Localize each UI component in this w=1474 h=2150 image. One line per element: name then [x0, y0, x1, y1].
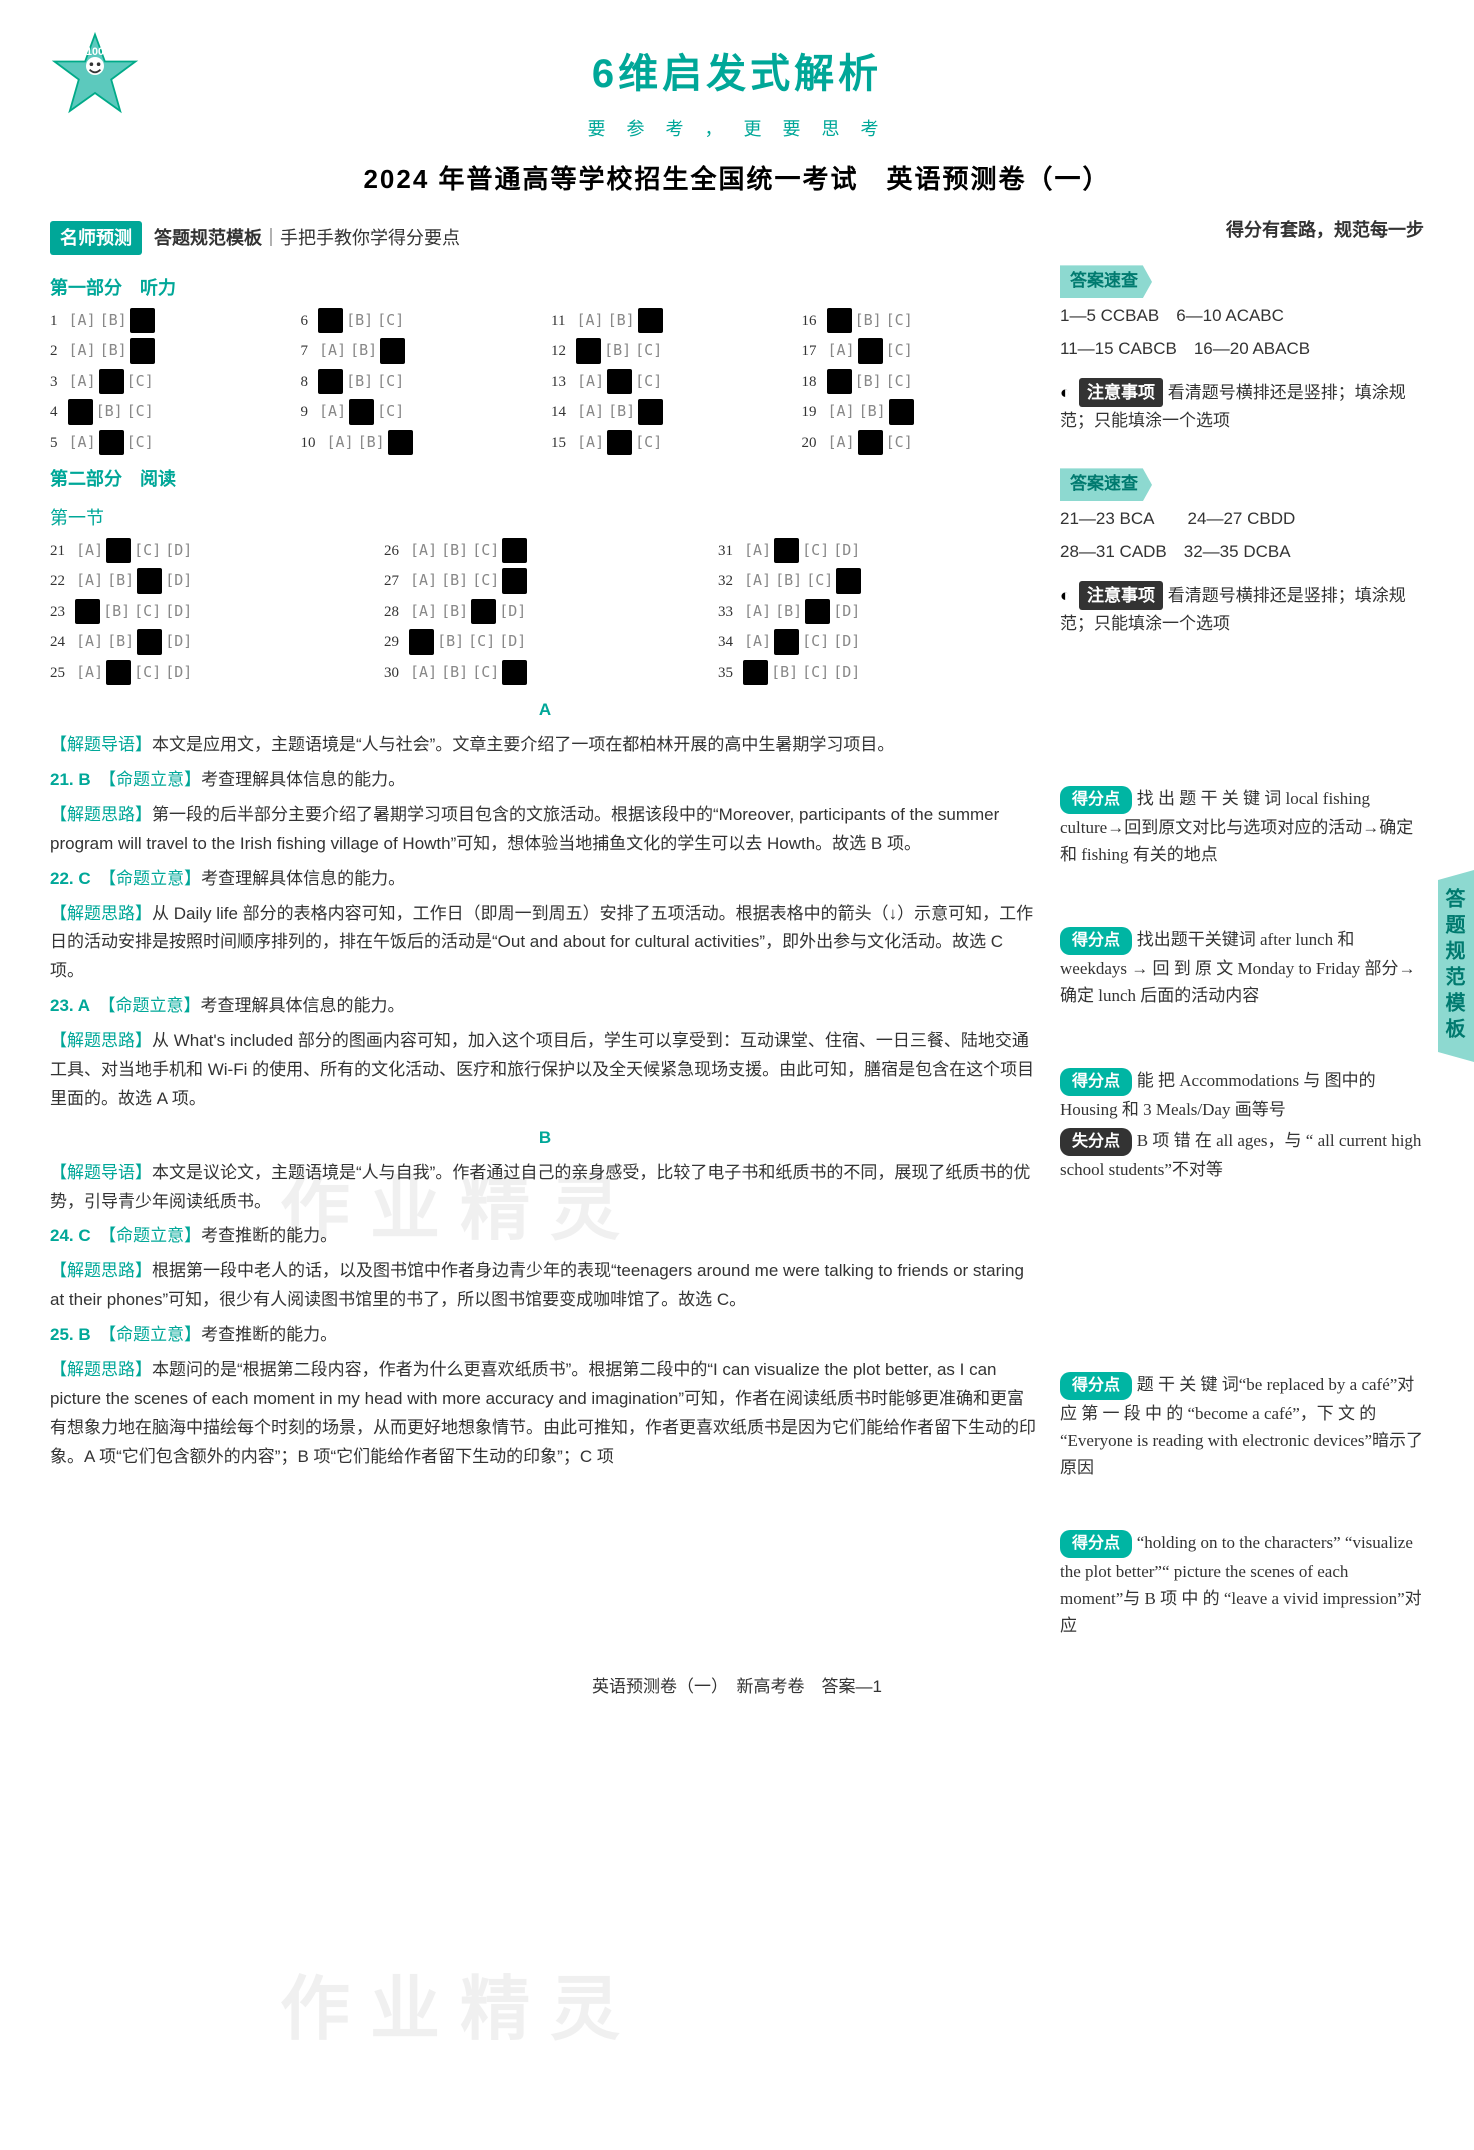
answer-item: 2 [A][B]C	[50, 338, 289, 365]
passage-b-letter: B	[50, 1124, 1040, 1153]
q21-idea: 【解题思路】第一段的后半部分主要介绍了暑期学习项目包含的文旅活动。根据该段中的“…	[50, 801, 1040, 859]
answer-item: 10 [A][B]C	[301, 430, 540, 457]
answer-item: 34 [A]B[C][D]	[718, 629, 1040, 656]
intro-a: 【解题导语】本文是应用文，主题语境是“人与社会”。文章主要介绍了一项在都柏林开展…	[50, 731, 1040, 760]
answer-item: 17 [A]B[C]	[802, 338, 1041, 365]
answer-item: 28 [A][B]C[D]	[384, 599, 706, 626]
answer-item: 16 A[B][C]	[802, 308, 1041, 335]
reading-sub: 第一节	[50, 503, 1040, 534]
listening-grid: 1 [A][B]C 6 A[B][C] 11 [A][B]C 16 A[B][C] 2 …	[50, 308, 1040, 457]
gain22: 得分点 找出题干关键词 after lunch 和 weekdays → 回 到…	[1060, 926, 1424, 1009]
answer-item: 5 [A]B[C]	[50, 430, 289, 457]
answer-item: 25 [A]B[C][D]	[50, 660, 372, 687]
svg-text:100: 100	[86, 46, 104, 58]
answer-item: 31 [A]B[C][D]	[718, 538, 1040, 565]
passage-a-letter: A	[50, 696, 1040, 725]
reading-heading: 第二部分 阅读	[50, 464, 1040, 495]
exam-title: 2024 年普通高等学校招生全国统一考试 英语预测卷（一）	[50, 157, 1424, 201]
quick-answers-2b: 28—31 CADB 32—35 DCBA	[1060, 538, 1424, 567]
answer-item: 27 [A][B][C]D	[384, 568, 706, 595]
spine-tab: 答题规范模板	[1438, 870, 1474, 1062]
answer-item: 30 [A][B][C]D	[384, 660, 706, 687]
answer-item: 23 A[B][C][D]	[50, 599, 372, 626]
answer-item: 1 [A][B]C	[50, 308, 289, 335]
right-note: 得分有套路，规范每一步	[1226, 215, 1424, 246]
quick-answers-1a: 1—5 CCBAB 6—10 ACABC	[1060, 302, 1424, 331]
right-column: 答案速查 1—5 CCBAB 6—10 ACABC 11—15 CABCB 16…	[1060, 265, 1424, 1643]
answer-item: 20 [A]B[C]	[802, 430, 1041, 457]
answer-item: 22 [A][B]C[D]	[50, 568, 372, 595]
q25-idea: 【解题思路】本题问的是“根据第二段内容，作者为什么更喜欢纸质书”。根据第二段中的…	[50, 1356, 1040, 1472]
answer-item: 4 A[B][C]	[50, 399, 289, 426]
quick-answers-2a: 21—23 BCA 24—27 CBDD	[1060, 505, 1424, 534]
q23: 23. A 【命题立意】考查理解具体信息的能力。	[50, 992, 1040, 1021]
answer-item: 32 [A][B][C]D	[718, 568, 1040, 595]
q25: 25. B 【命题立意】考查推断的能力。	[50, 1321, 1040, 1350]
q24-idea: 【解题思路】根据第一段中老人的话，以及图书馆中作者身边青少年的表现“teenag…	[50, 1257, 1040, 1315]
answer-item: 14 [A][B]C	[551, 399, 790, 426]
answer-item: 11 [A][B]C	[551, 308, 790, 335]
page-title: 6维启发式解析	[50, 40, 1424, 108]
gain23: 得分点 能 把 Accommodations 与 图中的 Housing 和 3…	[1060, 1067, 1424, 1123]
answer-item: 33 [A][B]C[D]	[718, 599, 1040, 626]
intro-b: 【解题导语】本文是议论文，主题语境是“人与自我”。作者通过自己的亲身感受，比较了…	[50, 1159, 1040, 1217]
answer-item: 21 [A]B[C][D]	[50, 538, 372, 565]
answer-item: 12 A[B][C]	[551, 338, 790, 365]
watermark: 作业精灵	[280, 1950, 640, 2069]
left-column: 第一部分 听力 1 [A][B]C 6 A[B][C] 11 [A][B]C 16 A…	[50, 265, 1040, 1643]
quick-answers-1b: 11—15 CABCB 16—20 ABACB	[1060, 335, 1424, 364]
q22-idea: 【解题思路】从 Daily life 部分的表格内容可知，工作日（即周一到周五）…	[50, 900, 1040, 987]
footer: 英语预测卷（一） 新高考卷 答案—1	[50, 1673, 1424, 1702]
answer-item: 13 [A]B[C]	[551, 369, 790, 396]
master-rest: ｜手把手教你学得分要点	[262, 228, 460, 248]
quick-answers-tag-2: 答案速查	[1060, 468, 1152, 501]
answer-item: 6 A[B][C]	[301, 308, 540, 335]
gain25: 得分点 “holding on to the characters” “visu…	[1060, 1529, 1424, 1639]
gain24: 得分点 题 干 关 键 词“be replaced by a café”对 应 …	[1060, 1371, 1424, 1481]
q22: 22. C 【命题立意】考查理解具体信息的能力。	[50, 865, 1040, 894]
answer-item: 18 A[B][C]	[802, 369, 1041, 396]
mascot-icon: 100	[50, 30, 140, 120]
q24: 24. C 【命题立意】考查推断的能力。	[50, 1222, 1040, 1251]
answer-item: 7 [A][B]C	[301, 338, 540, 365]
master-bar: 名师预测 答题规范模板｜手把手教你学得分要点	[50, 221, 1424, 256]
q23-idea: 【解题思路】从 What's included 部分的图画内容可知，加入这个项目…	[50, 1027, 1040, 1114]
answer-item: 15 [A]B[C]	[551, 430, 790, 457]
answer-item: 26 [A][B][C]D	[384, 538, 706, 565]
quick-answers-tag: 答案速查	[1060, 265, 1152, 298]
gain21: 得分点 找 出 题 干 关 键 词 local fishing culture→…	[1060, 785, 1424, 868]
answer-item: 19 [A][B]C	[802, 399, 1041, 426]
master-bold: 答题规范模板	[154, 228, 262, 248]
answer-item: 35 A[B][C][D]	[718, 660, 1040, 687]
note2: 注意事项 看清题号横排还是竖排；填涂规范；只能填涂一个选项	[1060, 581, 1424, 637]
lose23: 失分点 B 项 错 在 all ages，与 “ all current hig…	[1060, 1127, 1424, 1183]
answer-item: 3 [A]B[C]	[50, 369, 289, 396]
header: 100 6维启发式解析 要 参 考 ， 更 要 思 考 2024 年普通高等学校…	[50, 40, 1424, 201]
q21: 21. B 【命题立意】考查理解具体信息的能力。	[50, 766, 1040, 795]
listening-heading: 第一部分 听力	[50, 273, 1040, 304]
answer-item: 24 [A][B]C[D]	[50, 629, 372, 656]
reading-grid: 21 [A]B[C][D] 26 [A][B][C]D 31 [A]B[C][D] 2…	[50, 538, 1040, 687]
master-tag: 名师预测	[50, 221, 142, 256]
slogan: 要 参 考 ， 更 要 思 考	[50, 114, 1424, 145]
answer-item: 9 [A]B[C]	[301, 399, 540, 426]
answer-item: 29 A[B][C][D]	[384, 629, 706, 656]
answer-item: 8 A[B][C]	[301, 369, 540, 396]
note1: 注意事项 看清题号横排还是竖排；填涂规范；只能填涂一个选项	[1060, 378, 1424, 434]
